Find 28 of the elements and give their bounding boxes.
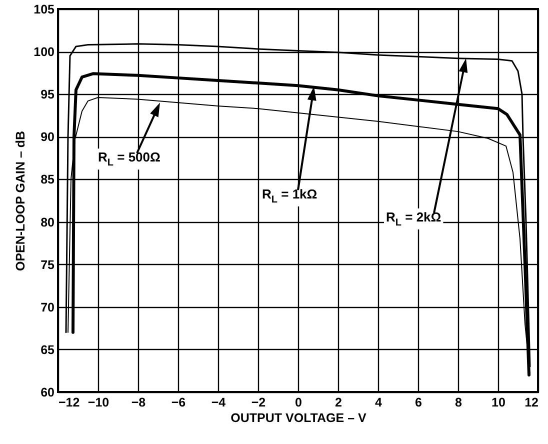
x-tick-label: −12	[58, 396, 80, 410]
x-tick-label: 0	[295, 396, 302, 410]
x-tick-label: 4	[375, 396, 382, 410]
y-tick-label: 90	[40, 130, 55, 144]
y-tick-label: 95	[40, 88, 55, 102]
y-tick-label: 100	[34, 45, 55, 60]
x-tick-label: 2	[335, 396, 342, 410]
x-tick-label: −8	[131, 396, 146, 410]
y-tick-label: 70	[40, 300, 55, 314]
annotation: R$_{L}$ = 2kΩ	[386, 209, 442, 228]
y-tick-label: 75	[40, 258, 55, 272]
y-tick-label: 60	[40, 386, 55, 400]
annotation: R$_{L}$ = 500Ω	[98, 150, 160, 169]
annotation: R$_{L}$ = 1kΩ	[262, 186, 318, 206]
x-tick-label: 6	[415, 396, 422, 410]
y-tick-label: 105	[34, 2, 55, 16]
x-tick-label: 10	[492, 396, 506, 410]
x-tick-label: −10	[88, 396, 110, 410]
y-tick-label: 85	[40, 172, 55, 187]
x-tick-label: 8	[455, 396, 462, 410]
x-tick-label: −2	[251, 396, 266, 410]
x-tick-label: −4	[211, 396, 226, 410]
x-tick-label: 12	[524, 396, 539, 410]
y-tick-label: 80	[40, 215, 55, 230]
x-axis-title: OUTPUT VOLTAGE – V	[230, 411, 367, 425]
x-tick-label: −6	[171, 396, 186, 410]
y-tick-label: 65	[40, 342, 55, 357]
y-axis-title: OPEN-LOOP GAIN – dB	[14, 130, 28, 272]
